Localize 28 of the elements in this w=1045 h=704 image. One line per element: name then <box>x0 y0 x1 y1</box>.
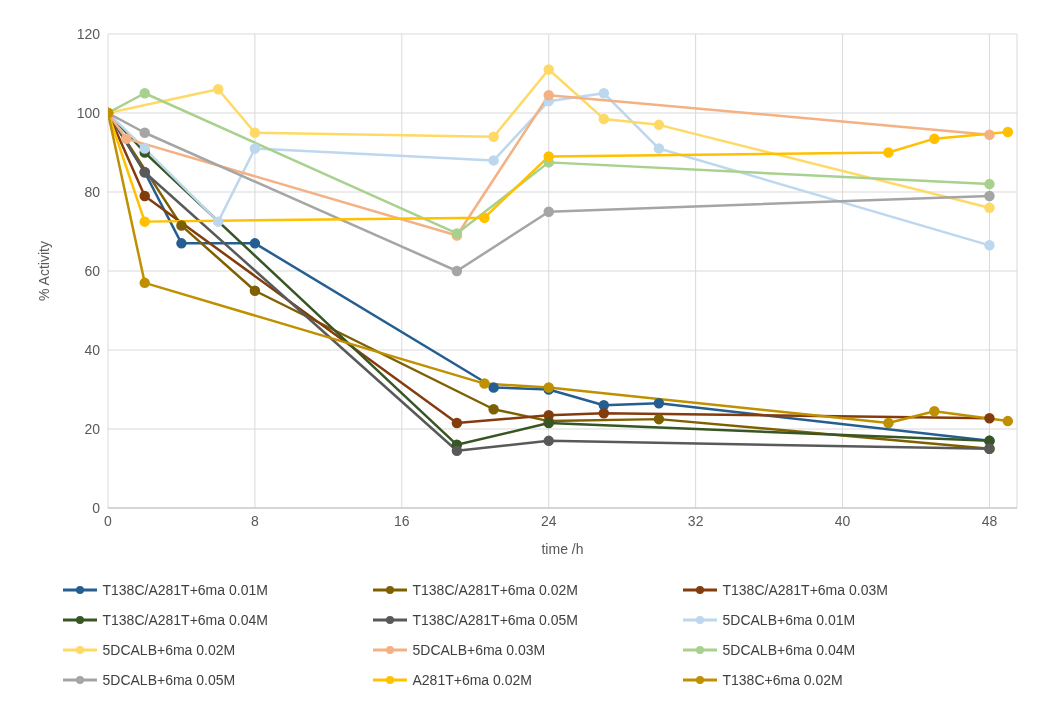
legend-label: 5DCALB+6ma 0.04M <box>722 642 856 658</box>
x-tick-label: 24 <box>540 512 557 529</box>
legend-label: 5DCALB+6ma 0.05M <box>102 672 236 688</box>
legend-label: T138C/A281T+6ma 0.03M <box>722 582 888 598</box>
x-tick-label: 16 <box>394 512 410 529</box>
x-tick-label: 0 <box>104 512 113 529</box>
legend-label: T138C/A281T+6ma 0.02M <box>412 582 578 598</box>
y-tick-label: 120 <box>76 25 101 42</box>
y-tick-label: 40 <box>84 341 101 358</box>
legend-label: 5DCALB+6ma 0.03M <box>412 642 546 658</box>
y-axis-title: % Activity <box>35 241 52 301</box>
legend-label: T138C/A281T+6ma 0.01M <box>102 582 268 598</box>
legend-label: A281T+6ma 0.02M <box>412 672 532 688</box>
legend-label: T138C/A281T+6ma 0.05M <box>412 612 578 628</box>
y-tick-label: 100 <box>76 104 101 121</box>
x-tick-label: 32 <box>687 512 704 529</box>
x-axis-title: time /h <box>541 541 584 557</box>
x-tick-label: 40 <box>834 512 851 529</box>
y-tick-label: 20 <box>84 420 101 437</box>
legend-label: 5DCALB+6ma 0.01M <box>722 612 856 628</box>
y-tick-label: 80 <box>84 183 101 200</box>
legend-label: 5DCALB+6ma 0.02M <box>102 642 236 658</box>
legend-label: T138C+6ma 0.02M <box>722 672 843 688</box>
y-tick-label: 60 <box>84 262 101 279</box>
x-tick-label: 48 <box>981 512 998 529</box>
y-tick-label: 0 <box>92 499 101 516</box>
legend-label: T138C/A281T+6ma 0.04M <box>102 612 268 628</box>
x-tick-label: 8 <box>251 512 260 529</box>
